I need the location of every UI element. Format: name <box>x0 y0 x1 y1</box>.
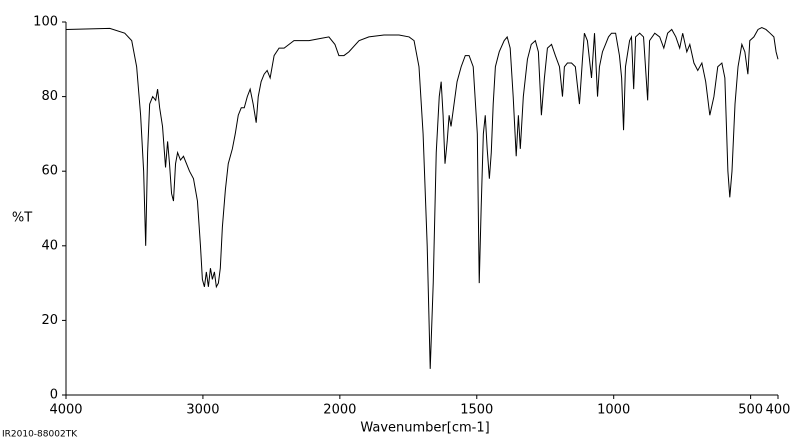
y-tick-label: 40 <box>41 238 58 253</box>
y-tick-label: 80 <box>41 89 58 104</box>
x-tick-label: 400 <box>766 403 791 418</box>
y-tick-label: 100 <box>33 15 58 30</box>
y-tick-label: 20 <box>41 313 58 328</box>
y-tick-label: 60 <box>41 164 58 179</box>
footer: IR2010-88002TK <box>2 430 78 440</box>
y-axis-label: %T <box>12 211 32 226</box>
x-axis-label: Wavenumber[cm-1] <box>360 421 489 436</box>
x-tick-label: 1000 <box>597 403 630 418</box>
x-tick-label: 1500 <box>460 403 493 418</box>
x-tick-label: 3000 <box>186 403 219 418</box>
x-tick-label: 500 <box>738 403 763 418</box>
spectrum-line <box>65 27 779 369</box>
x-tick-label: 2000 <box>323 403 356 418</box>
y-tick-label: 0 <box>50 388 58 403</box>
x-tick-label: 4000 <box>49 403 82 418</box>
